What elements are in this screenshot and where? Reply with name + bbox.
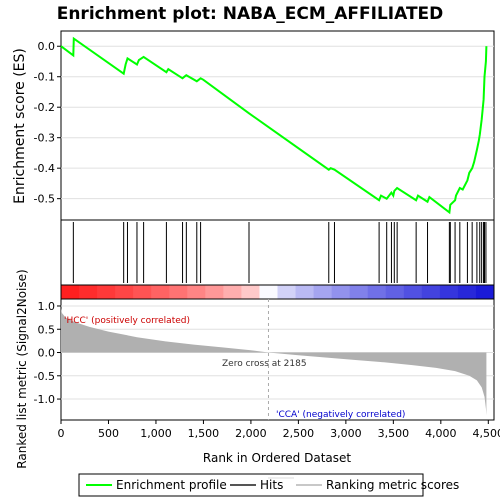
negative-label: 'CCA' (negatively correlated) bbox=[276, 410, 405, 420]
metric-y-ticks: 1.0 0.5 0.0 -0.5 -1.0 bbox=[34, 300, 61, 406]
color-bar-segment bbox=[385, 285, 405, 299]
zero-cross-label: Zero cross at 2185 bbox=[222, 359, 307, 369]
color-bar-segment bbox=[349, 285, 369, 299]
color-bar-segment bbox=[133, 285, 152, 299]
color-bar-segment bbox=[439, 285, 459, 299]
es-y-tick-label: -0.5 bbox=[34, 193, 55, 206]
hits-panel-frame bbox=[60, 219, 495, 286]
x-tick-label: 0 bbox=[58, 427, 65, 440]
x-axis-label: Rank in Ordered Dataset bbox=[203, 451, 351, 465]
x-tick-label: 2,000 bbox=[235, 427, 267, 440]
color-bar-segment bbox=[187, 285, 206, 299]
color-bar-segment bbox=[241, 285, 260, 299]
metric-y-tick-label: -1.0 bbox=[34, 393, 55, 406]
es-y-tick-label: -0.4 bbox=[34, 162, 55, 175]
color-bar-segment bbox=[151, 285, 170, 299]
es-y-tick-label: -0.3 bbox=[34, 132, 55, 145]
es-gridlines bbox=[61, 45, 494, 200]
color-bar-segment bbox=[421, 285, 441, 299]
positive-label: 'HCC' (positively correlated) bbox=[64, 316, 190, 326]
color-bar-segment bbox=[205, 285, 224, 299]
x-axis-ticks: 0 500 1,000 1,500 2,000 2,500 3,000 3,500 4,000 4… bbox=[58, 420, 500, 440]
rank-color-bar bbox=[61, 285, 495, 299]
x-tick-label: 3,000 bbox=[330, 427, 362, 440]
color-bar-segment bbox=[295, 285, 315, 299]
color-bar-segment bbox=[331, 285, 351, 299]
x-tick-label: 500 bbox=[98, 427, 119, 440]
color-bar-segment bbox=[97, 285, 116, 299]
ranking-metric-area bbox=[61, 308, 487, 416]
x-tick-label: 1,000 bbox=[140, 427, 172, 440]
color-bar-segment bbox=[277, 285, 297, 299]
es-y-ticks: 0.0 -0.1 -0.2 -0.3 -0.4 -0.5 bbox=[34, 40, 61, 206]
metric-panel-frame bbox=[60, 298, 495, 421]
x-tick-label: 3,500 bbox=[378, 427, 410, 440]
metric-y-tick-label: -0.5 bbox=[34, 370, 55, 383]
color-bar-segment bbox=[457, 285, 477, 299]
legend-ranking-metric-scores: Ranking metric scores bbox=[326, 478, 459, 492]
enrichment-profile-line bbox=[60, 36, 488, 215]
es-y-axis-label: Enrichment score (ES) bbox=[12, 48, 28, 204]
x-tick-label: 4,500 bbox=[473, 427, 500, 440]
color-bar-segment bbox=[61, 285, 80, 299]
metric-y-axis-label: Ranked list metric (Signal2Noise) bbox=[15, 269, 29, 468]
hits-marks bbox=[72, 222, 487, 283]
color-bar-segment bbox=[313, 285, 333, 299]
metric-y-tick-label: 0.0 bbox=[38, 347, 56, 360]
metric-y-tick-label: 0.5 bbox=[38, 323, 56, 336]
color-bar-segment bbox=[223, 285, 242, 299]
x-tick-label: 1,500 bbox=[188, 427, 220, 440]
color-bar-segment bbox=[367, 285, 387, 299]
chart-title: Enrichment plot: NABA_ECM_AFFILIATED bbox=[57, 4, 444, 24]
color-bar-segment bbox=[259, 285, 278, 299]
es-y-tick-label: -0.1 bbox=[34, 71, 55, 84]
metric-y-tick-label: 1.0 bbox=[38, 300, 56, 313]
color-bar-segment bbox=[169, 285, 188, 299]
legend-enrichment-profile: Enrichment profile bbox=[116, 478, 227, 492]
color-bar-segment bbox=[403, 285, 423, 299]
es-panel-frame bbox=[60, 30, 495, 221]
legend-hits: Hits bbox=[260, 478, 283, 492]
color-bar-segment bbox=[475, 285, 495, 299]
color-bar-segment bbox=[115, 285, 134, 299]
x-tick-label: 2,500 bbox=[283, 427, 315, 440]
es-y-tick-label: -0.2 bbox=[34, 101, 55, 114]
x-tick-label: 4,000 bbox=[425, 427, 457, 440]
color-bar-segment bbox=[79, 285, 98, 299]
es-y-tick-label: 0.0 bbox=[38, 40, 56, 53]
